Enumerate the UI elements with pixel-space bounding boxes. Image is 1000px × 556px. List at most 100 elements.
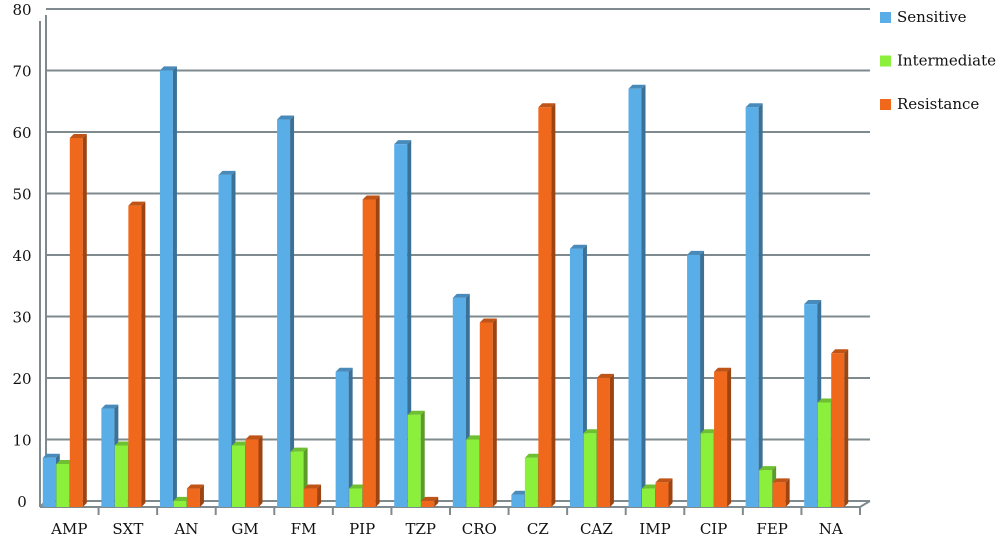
bar-side <box>290 115 295 508</box>
bar-top <box>394 140 412 145</box>
bar-front <box>687 254 701 507</box>
bar-top <box>114 441 132 446</box>
bar-front <box>232 445 245 507</box>
bar-front <box>407 414 421 507</box>
bar-top <box>349 484 367 489</box>
bar-top <box>232 441 249 446</box>
bar-side <box>348 367 353 507</box>
legend-label: Intermediate <box>897 52 996 70</box>
y-tick-label: 60 <box>12 124 31 142</box>
bar <box>159 66 177 507</box>
bar-top <box>290 447 308 452</box>
x-tick-label: NA <box>819 520 843 538</box>
bar-front <box>56 463 70 507</box>
bar-top <box>583 429 601 434</box>
bar-front <box>394 144 408 507</box>
x-tick-label: CZ <box>527 520 549 538</box>
bar <box>186 484 204 507</box>
y-tick-label: 40 <box>12 247 31 265</box>
bar <box>128 201 146 507</box>
y-tick-label: 10 <box>12 432 31 450</box>
bar-top <box>628 84 646 89</box>
x-tick-label: FM <box>291 520 317 538</box>
bar <box>277 115 295 508</box>
x-tick-label: PIP <box>349 520 375 538</box>
bar-top <box>42 453 60 458</box>
bar <box>421 496 439 507</box>
bar-top <box>101 404 119 409</box>
bar-front <box>290 451 304 507</box>
bar-top <box>362 195 380 200</box>
bar-side <box>727 367 732 507</box>
bar-top <box>479 318 497 323</box>
bar-top <box>186 484 204 489</box>
legend-label: Resistance <box>897 95 979 113</box>
bar-side <box>551 103 556 507</box>
bar-top <box>159 66 177 71</box>
bar-top <box>128 201 146 206</box>
bar-top <box>511 490 529 495</box>
bar-top <box>687 250 705 255</box>
bar-front <box>524 457 538 507</box>
bar-front <box>655 482 669 507</box>
bar <box>407 410 425 507</box>
bar-top <box>335 367 353 372</box>
y-tick-label: 80 <box>12 1 31 19</box>
x-tick-label: GM <box>231 520 258 538</box>
bar-front <box>759 470 773 507</box>
bar-side <box>668 478 673 507</box>
bar-front <box>817 402 831 507</box>
bar-side <box>231 170 236 507</box>
legend-label: Sensitive <box>897 8 967 26</box>
legend-swatch <box>880 12 891 23</box>
bar-side <box>82 134 87 507</box>
bar-front <box>452 297 466 507</box>
x-tick-label: FEP <box>756 520 787 538</box>
bar-front <box>714 371 728 507</box>
x-tick-label: TZP <box>405 520 436 538</box>
bar <box>538 103 556 507</box>
bar <box>245 435 263 507</box>
y-tick-label: 30 <box>12 309 31 327</box>
bar <box>362 195 380 507</box>
bar-top <box>245 435 263 440</box>
bar-side <box>258 435 263 507</box>
x-tick-label: CIP <box>700 520 728 538</box>
bar-top <box>466 435 484 440</box>
y-tick-label: 70 <box>12 63 31 81</box>
bar-front <box>335 371 349 507</box>
bar <box>628 84 646 508</box>
bar-top <box>569 244 587 249</box>
bar-side <box>609 373 614 507</box>
bar-front <box>479 322 493 507</box>
bar-front <box>69 138 83 507</box>
bar-front <box>277 119 291 508</box>
legend-swatch <box>880 99 891 110</box>
bar-front <box>245 439 259 507</box>
bar-side <box>785 478 790 507</box>
bar <box>745 103 763 507</box>
bar-top <box>407 410 425 415</box>
bar-front <box>804 304 818 507</box>
bar <box>479 318 497 507</box>
bar-front <box>42 457 56 507</box>
bar-top <box>817 398 835 403</box>
bar-front <box>642 488 655 507</box>
bar <box>831 349 849 507</box>
x-tick-label: IMP <box>639 520 670 538</box>
bar-side <box>317 484 322 507</box>
bar <box>596 373 614 507</box>
x-tick-label: CAZ <box>580 520 613 538</box>
bar-front <box>831 353 845 507</box>
bar <box>772 478 790 507</box>
y-tick-label: 20 <box>12 370 31 388</box>
bar-front <box>186 488 200 507</box>
bar-top <box>452 293 470 298</box>
bar-front <box>745 107 759 507</box>
y-tick-label: 50 <box>12 186 31 204</box>
bar-front <box>349 488 363 507</box>
bar-top <box>277 115 295 120</box>
bar-front <box>218 174 232 507</box>
bar-top <box>655 478 673 483</box>
